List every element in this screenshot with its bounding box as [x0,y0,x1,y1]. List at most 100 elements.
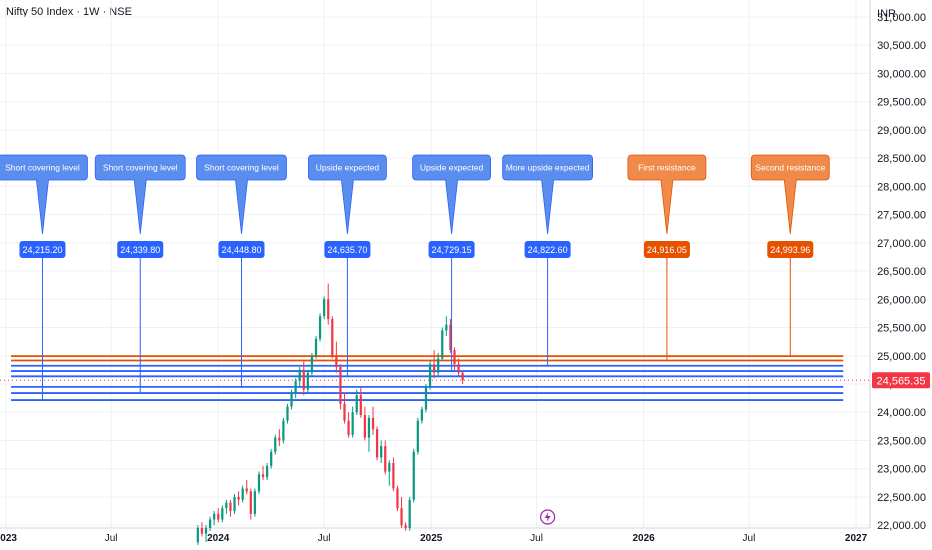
annotation-value-box [428,241,475,258]
annotation-callout [0,154,88,235]
candle-body [339,367,342,404]
candle-body [204,528,208,534]
annotation-value-box [218,241,265,258]
candle-body [363,415,366,438]
candle-body [278,437,281,441]
annotation-value-label: 24,215.20 [22,245,62,255]
current-price-box [872,372,930,389]
annotation-value-label: 24,729.15 [432,245,472,255]
y-tick-label: 23,500.00 [877,435,926,447]
candle-body [461,372,464,381]
y-tick-label: 27,000.00 [877,238,926,250]
annotation-value-box [117,241,164,258]
candle-body [323,299,326,317]
level-lines [11,355,844,401]
candle-body [229,502,232,512]
candle-body [282,420,285,441]
candle-body [253,491,257,514]
candle-body [384,446,387,472]
candle-body [445,324,448,331]
candle-body [265,465,269,478]
annotation-callout [502,154,594,235]
candle-body [408,499,411,528]
annotations: Short covering level 24,215.20 Short cover… [0,154,830,401]
candle-body [221,508,224,520]
y-tick-label: 23,000.00 [877,464,926,476]
annotation-callout-text: First resistance [638,163,696,173]
annotation-value-box [643,241,690,258]
candle-body [380,446,383,458]
y-tick-label: 24,000.00 [877,407,926,419]
annotation-value-label: 24,339.80 [120,245,160,255]
annotation-value-label: 24,822.60 [528,245,568,255]
candle-body [318,316,322,339]
chart-title: Nifty 50 Index · 1W · NSE [6,6,132,18]
y-tick-label: 22,500.00 [877,492,926,504]
grid [0,0,871,529]
x-tick-label: 2024 [207,533,230,544]
annotation: Short covering level 24,339.80 [94,154,186,394]
x-tick-label: Jul [743,533,756,544]
annotation: Short covering level 24,448.80 [196,154,287,387]
candle-body [270,451,273,466]
candle-body [424,386,428,410]
annotation-callout-text: Short covering level [204,163,279,173]
candle-body [310,355,314,373]
annotation-callout-text: Second resistance [755,163,825,173]
candle-body [371,417,375,430]
candle-body [213,513,216,520]
candle-body [245,488,248,492]
annotation-value-label: 24,916.05 [647,245,687,255]
candle-body [367,417,371,438]
candle-body [355,395,358,413]
candle-body [420,409,424,421]
annotation-value-box [767,241,814,258]
candle-body [327,299,330,320]
annotation-callout [627,154,707,235]
candle-body [428,364,432,387]
y-tick-label: 30,500.00 [877,40,926,52]
candles [196,283,464,545]
candle-body [294,381,297,393]
candle-body [331,319,334,356]
annotation-value-label: 24,448.80 [221,245,261,255]
candle-body [416,420,419,452]
annotation: Upside expected 24,635.70 [308,154,387,377]
y-tick-label: 28,500.00 [877,153,926,165]
candle-body [237,496,240,500]
y-tick-label: 26,000.00 [877,294,926,306]
candle-body [347,420,350,435]
currency-label: INR [877,8,896,20]
candle-body [274,437,277,452]
y-axis[interactable]: 31,000.00 30,500.00 30,000.00 29,500.00 29,0… [877,12,926,532]
annotation-value-label: 24,993.96 [770,245,810,255]
x-tick-label: Jul [530,533,543,544]
annotation-callout-text: Short covering level [5,163,80,173]
annotation: First resistance 24,916.05 [627,154,707,361]
annotation-callout-text: More upside expected [506,163,590,173]
x-tick-label: 2027 [845,533,868,544]
annotation-value-box [524,241,571,258]
candle-body [441,330,444,359]
candle-body [290,392,293,407]
annotation-value-box [19,241,66,258]
candle-body [302,369,305,390]
annotation-callout [196,154,287,235]
candle-body [249,491,252,514]
candle-body [196,528,199,543]
candle-body [449,324,452,351]
candle-body [375,429,379,458]
annotation-callout-text: Upside expected [420,163,484,173]
annotation-callout-text: Short covering level [103,163,178,173]
y-tick-label: 31,000.00 [877,12,926,24]
x-axis[interactable]: 2023 Jul 2024 Jul 2025 Jul 2026 Jul 2027 [0,533,868,544]
y-tick-label: 25,000.00 [877,351,926,363]
candle-body [396,488,399,509]
annotation-callout [308,154,387,235]
y-tick-label: 29,000.00 [877,125,926,137]
lightning-icon[interactable] [540,509,556,525]
candle-body [351,412,354,435]
y-tick-label: 28,000.00 [877,181,926,193]
candle-body [404,525,407,528]
